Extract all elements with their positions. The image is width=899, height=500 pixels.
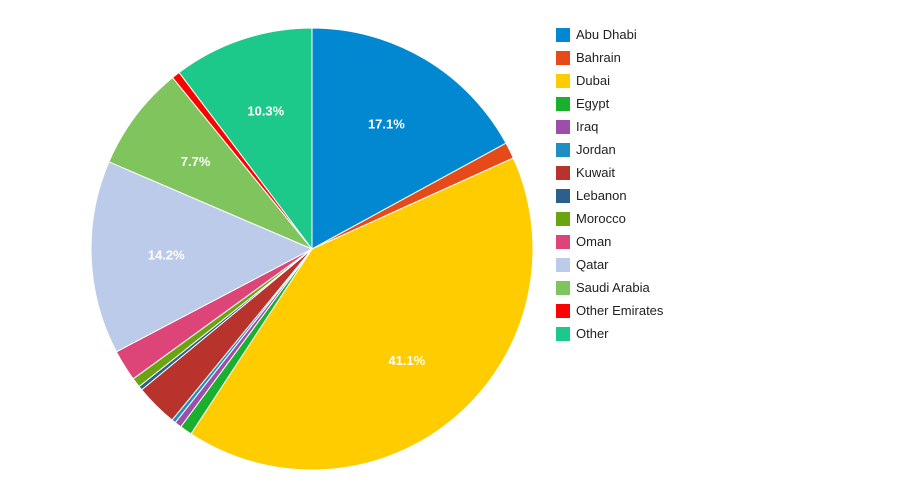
pie-label-other: 10.3% [247, 104, 284, 119]
legend-item-iraq[interactable]: Iraq [556, 115, 876, 138]
legend-item-other[interactable]: Other [556, 322, 876, 345]
legend-item-bahrain[interactable]: Bahrain [556, 46, 876, 69]
legend-label: Iraq [576, 119, 598, 134]
legend-item-qatar[interactable]: Qatar [556, 253, 876, 276]
legend-label: Dubai [576, 73, 610, 88]
legend-label: Bahrain [576, 50, 621, 65]
legend-item-dubai[interactable]: Dubai [556, 69, 876, 92]
legend-swatch-iraq [556, 120, 570, 134]
legend-swatch-bahrain [556, 51, 570, 65]
legend-swatch-lebanon [556, 189, 570, 203]
pie-label-abu-dhabi: 17.1% [368, 117, 405, 132]
legend-item-jordan[interactable]: Jordan [556, 138, 876, 161]
legend-item-other-emirates[interactable]: Other Emirates [556, 299, 876, 322]
legend-swatch-jordan [556, 143, 570, 157]
legend-label: Morocco [576, 211, 626, 226]
legend-label: Other [576, 326, 609, 341]
legend-item-abu-dhabi[interactable]: Abu Dhabi [556, 23, 876, 46]
legend-swatch-other-emirates [556, 304, 570, 318]
legend-label: Abu Dhabi [576, 27, 637, 42]
pie-label-qatar: 14.2% [148, 248, 185, 263]
pie-chart-svg: 17.1% 41.1% 14.2% 7.7% 10.3% [0, 0, 540, 500]
legend-swatch-kuwait [556, 166, 570, 180]
legend-swatch-saudi-arabia [556, 281, 570, 295]
legend-label: Other Emirates [576, 303, 663, 318]
legend-item-morocco[interactable]: Morocco [556, 207, 876, 230]
pie-label-saudi-arabia: 7.7% [181, 154, 211, 169]
legend-swatch-other [556, 327, 570, 341]
legend-label: Lebanon [576, 188, 627, 203]
pie-chart: 17.1% 41.1% 14.2% 7.7% 10.3% [0, 0, 540, 500]
legend-label: Saudi Arabia [576, 280, 650, 295]
legend-swatch-egypt [556, 97, 570, 111]
legend-swatch-qatar [556, 258, 570, 272]
legend-label: Oman [576, 234, 611, 249]
legend-item-saudi-arabia[interactable]: Saudi Arabia [556, 276, 876, 299]
legend-label: Kuwait [576, 165, 615, 180]
legend-label: Jordan [576, 142, 616, 157]
legend-swatch-oman [556, 235, 570, 249]
legend-swatch-dubai [556, 74, 570, 88]
legend-swatch-morocco [556, 212, 570, 226]
legend-item-kuwait[interactable]: Kuwait [556, 161, 876, 184]
pie-label-dubai: 41.1% [388, 353, 425, 368]
legend-swatch-abu-dhabi [556, 28, 570, 42]
legend-item-lebanon[interactable]: Lebanon [556, 184, 876, 207]
legend-label: Qatar [576, 257, 609, 272]
legend-label: Egypt [576, 96, 609, 111]
legend-item-egypt[interactable]: Egypt [556, 92, 876, 115]
legend: Abu Dhabi Bahrain Dubai Egypt Iraq Jordan Kuwa… [556, 23, 876, 345]
legend-item-oman[interactable]: Oman [556, 230, 876, 253]
